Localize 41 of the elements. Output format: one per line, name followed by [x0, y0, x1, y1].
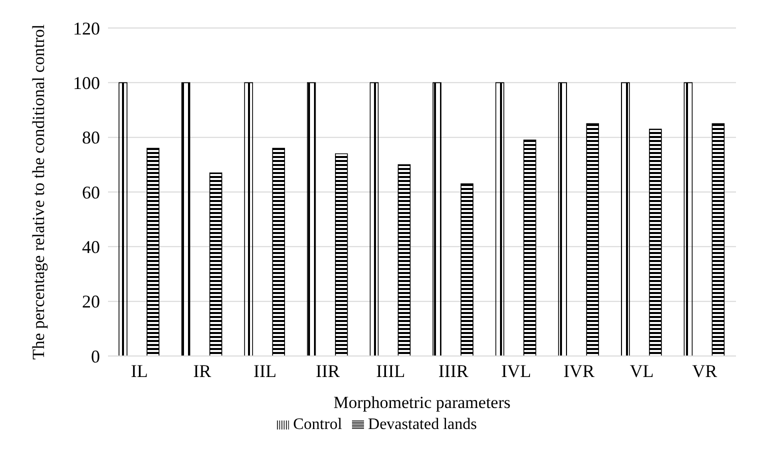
bar [272, 148, 285, 356]
y-tick-label: 100 [73, 73, 100, 94]
bar [398, 164, 411, 356]
bar [244, 82, 253, 356]
bar [432, 82, 442, 356]
bar [684, 82, 693, 356]
y-axis-title: The percentage relative to the conditional control [29, 24, 48, 360]
x-axis-title: Morphometric parameters [333, 393, 511, 412]
bar [523, 140, 536, 356]
bar [649, 128, 662, 356]
x-tick-label: IL [130, 360, 148, 381]
x-tick-label: IIIR [438, 360, 468, 381]
bar [460, 183, 474, 356]
bar [307, 82, 316, 356]
legend-label: Devastated lands [368, 416, 477, 433]
bar [621, 82, 630, 356]
bar [209, 172, 222, 356]
x-tick-label: VR [692, 360, 718, 381]
y-tick-label: 0 [91, 346, 100, 366]
x-tick-label: IIIL [376, 360, 406, 381]
x-tick-label: IIR [316, 360, 340, 381]
y-tick-label: 80 [82, 128, 100, 148]
bar [181, 82, 190, 356]
bar [370, 82, 379, 356]
bar [712, 123, 725, 356]
y-tick-label: 60 [82, 182, 100, 202]
x-tick-label: IIL [254, 360, 276, 381]
bar [118, 82, 128, 356]
y-tick-label: 20 [82, 292, 100, 312]
x-tick-label: IVL [501, 360, 532, 381]
legend-label: Control [293, 416, 342, 433]
x-tick-label: IR [193, 360, 212, 381]
bar [146, 148, 160, 356]
x-tick-label: IVR [564, 360, 594, 381]
bar [558, 82, 567, 356]
y-tick-label: 40 [82, 237, 100, 258]
bar [586, 123, 599, 356]
x-tick-label: VL [630, 360, 654, 381]
y-tick-label: 120 [73, 18, 100, 38]
bar [495, 82, 504, 356]
bar [335, 153, 348, 356]
